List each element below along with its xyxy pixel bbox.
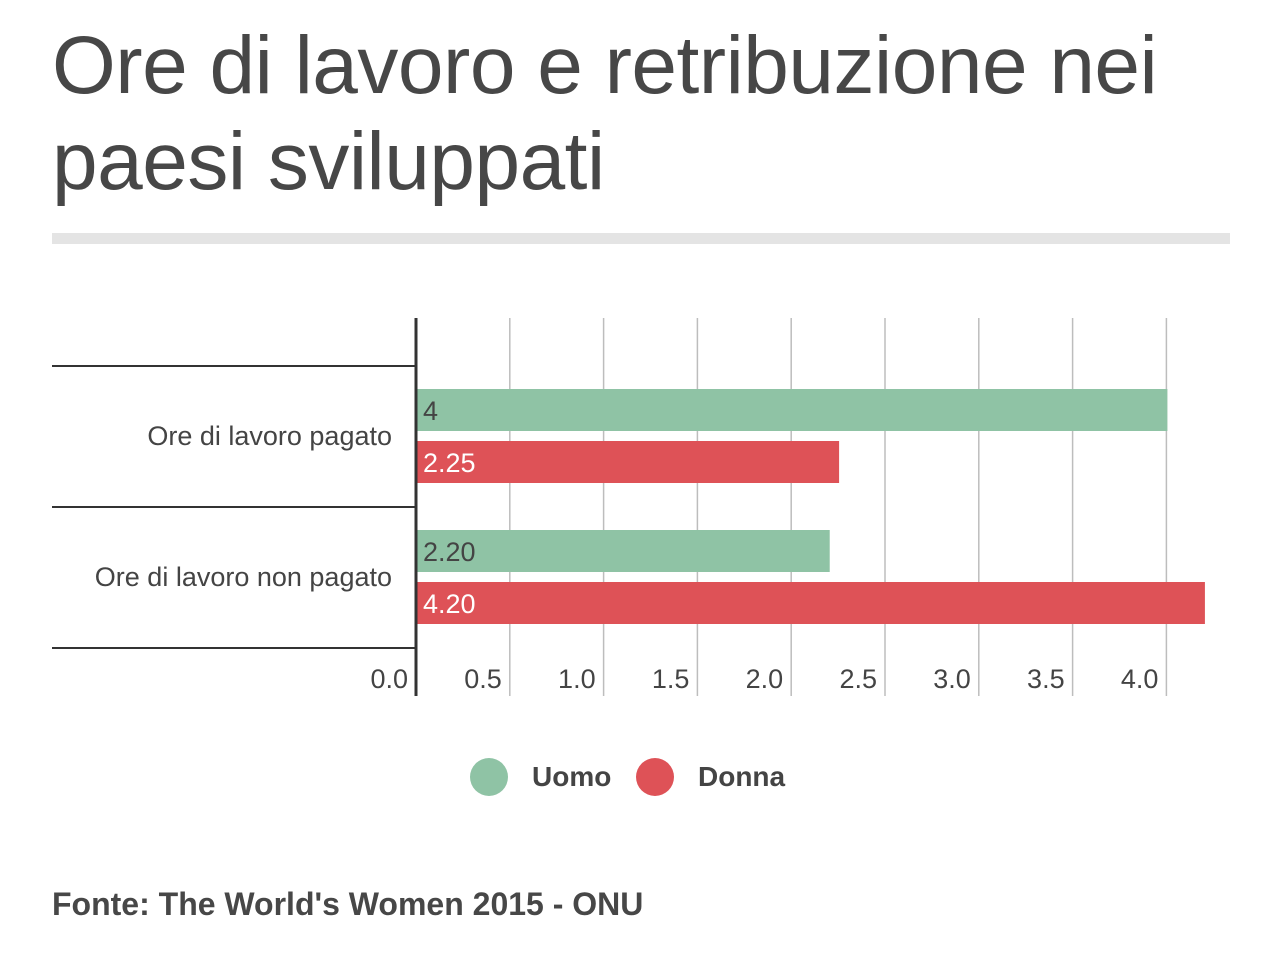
source-note: Fonte: The World's Women 2015 - ONU: [52, 886, 644, 922]
legend-label-donna: Donna: [698, 761, 786, 792]
legend-swatch-donna: [636, 758, 674, 796]
bar-uomo: [417, 530, 830, 572]
legend: Uomo Donna: [0, 758, 1280, 802]
bar-value-label: 4: [423, 396, 438, 426]
x-tick-label: 2.5: [839, 664, 877, 694]
category-label: Ore di lavoro non pagato: [95, 562, 392, 592]
x-tick-label: 3.0: [933, 664, 971, 694]
bar-donna: [417, 582, 1205, 624]
x-tick-label: 1.5: [652, 664, 690, 694]
x-tick-label: 3.5: [1027, 664, 1065, 694]
x-tick-label: 4.0: [1121, 664, 1159, 694]
chart-title: Ore di lavoro e retribuzione nei paesi s…: [52, 20, 1158, 207]
category-label: Ore di lavoro pagato: [147, 421, 392, 451]
legend-item-donna: Donna: [636, 758, 785, 796]
bar-value-label: 2.25: [423, 448, 476, 478]
bar-donna: [417, 441, 840, 483]
x-tick-label: 2.0: [746, 664, 784, 694]
x-tick-label: 0.0: [370, 664, 408, 694]
legend-label-uomo: Uomo: [532, 761, 612, 792]
legend-swatch-uomo: [470, 758, 508, 796]
title-divider: [52, 233, 1230, 244]
bar-value-label: 2.20: [423, 537, 476, 567]
x-tick-label: 0.5: [464, 664, 502, 694]
bar-value-label: 4.20: [423, 589, 476, 619]
bar-chart: 4 2.25 Ore di lavoro pagato 2.20 4.20 Ore di …: [52, 318, 1205, 696]
bar-uomo: [417, 389, 1168, 431]
legend-item-uomo: Uomo: [470, 758, 611, 796]
x-tick-label: 1.0: [558, 664, 596, 694]
